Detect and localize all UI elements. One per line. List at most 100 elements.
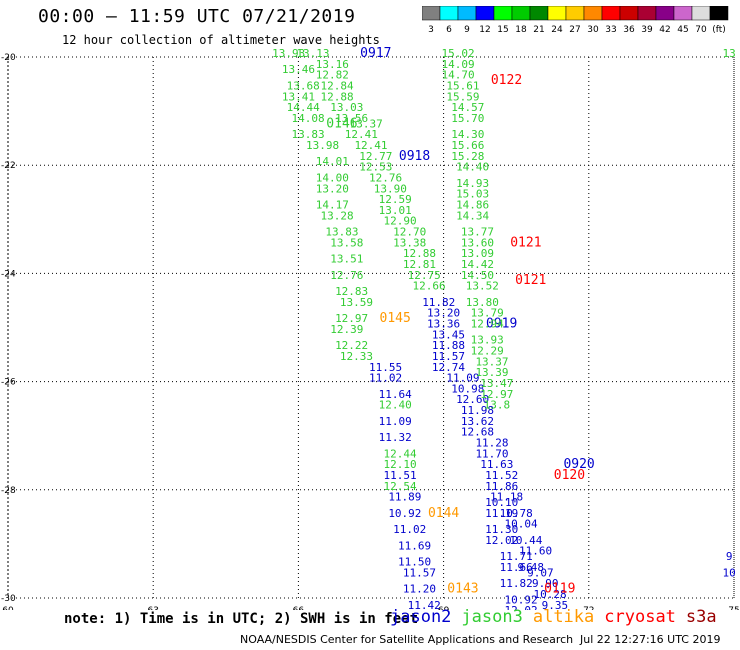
- swh-value: 12.29: [471, 345, 504, 358]
- pass-label: 0918: [399, 149, 430, 164]
- lat-tick-label: -22: [1, 161, 16, 171]
- swh-value: 11.64: [379, 388, 412, 401]
- legend-jason3: jason3: [461, 607, 523, 627]
- lon-tick-label: 69: [438, 606, 450, 610]
- swh-value: 14.34: [456, 209, 489, 222]
- swh-value: 13.47: [480, 377, 513, 390]
- swh-value: 13.20: [316, 182, 349, 195]
- pass-label: 0917: [360, 46, 391, 61]
- lon-tick-label: 66: [293, 606, 305, 610]
- swh-value: 13.8: [484, 399, 511, 412]
- swh-value: 12.44: [383, 447, 416, 460]
- swh-value: 13.93: [471, 334, 504, 347]
- pass-label: 0145: [380, 311, 411, 326]
- swh-value: 13.62: [461, 415, 494, 428]
- swh-value: 12.97: [480, 388, 513, 401]
- map-subtitle: 12 hour collection of altimeter wave hei…: [62, 33, 380, 47]
- swh-value: 12.83: [335, 285, 368, 298]
- swh-value: 11.71: [500, 550, 533, 563]
- pass-label: 0919: [486, 317, 517, 332]
- legend-altika: altika: [532, 607, 595, 627]
- swh-value: 12.68: [461, 426, 494, 439]
- swh-value: 14.40: [456, 161, 489, 174]
- scale-label: 42: [659, 25, 670, 35]
- swh-value: 12.41: [345, 128, 378, 141]
- scale-label: 45: [677, 25, 688, 35]
- swh-value: 12.33: [340, 350, 373, 363]
- swh-value: 12.76: [369, 171, 402, 184]
- lon-tick-label: 60: [2, 606, 14, 610]
- swh-value: 11.88: [432, 339, 465, 352]
- swh-value: 13.45: [432, 328, 465, 341]
- swh-value: 12.82: [316, 69, 349, 82]
- swh-value: 10.78: [500, 507, 533, 520]
- swh-value: 13.90: [374, 182, 407, 195]
- lon-tick-label: 75: [728, 606, 739, 610]
- swh-value: 9.35: [542, 599, 569, 610]
- swh-value: 14.00: [316, 171, 349, 184]
- swh-value: 13.58: [330, 236, 363, 249]
- swh-value: 12.88: [403, 247, 436, 260]
- pass-label: 0920: [563, 457, 594, 472]
- swh-value: 11.18: [490, 491, 523, 504]
- scale-label: 6: [446, 25, 452, 35]
- swh-value: 11.02: [393, 523, 426, 536]
- scale-label: 12: [479, 25, 490, 35]
- scale-label: 36: [623, 25, 635, 35]
- lat-tick-label: -20: [1, 53, 16, 63]
- swh-value: 13.51: [330, 253, 363, 266]
- swh-value: 11.89: [388, 491, 421, 504]
- swh-value: 11.09: [379, 415, 412, 428]
- swh-value: 12.02: [504, 604, 537, 610]
- swh-value: 12.59: [379, 193, 412, 206]
- swh-value: 14.50: [461, 269, 494, 282]
- pass-label: 0146: [326, 116, 357, 131]
- swh-value: 14.86: [456, 198, 489, 211]
- swh-value: 13.28: [321, 209, 354, 222]
- swh-value: 11.55: [369, 361, 402, 374]
- swh-value: 11.50: [398, 556, 431, 569]
- swh-value: 14.44: [287, 101, 320, 114]
- scale-label: 27: [569, 25, 580, 35]
- swh-value: 13.56: [335, 112, 368, 125]
- pass-label: 0121: [515, 273, 546, 288]
- scale-label: 24: [551, 25, 563, 35]
- color-scale-bar: 3 6 9 12 15 18 21 24 27 30 33 36 39 42 45 70 (ft): [422, 6, 729, 35]
- swh-value: 12.02: [485, 534, 518, 547]
- swh-value: 13.37: [350, 117, 383, 130]
- swh-value: 11.98: [461, 404, 494, 417]
- swh-value: 11.51: [383, 469, 416, 482]
- swh-value: 14.57: [451, 101, 484, 114]
- pass-label: 0144: [428, 506, 459, 521]
- swh-value: 11.82: [422, 296, 455, 309]
- lat-tick-label: -30: [1, 594, 16, 604]
- wave-height-map[interactable]: 606366697275-20-22-24-26-28-3013.9313.13…: [0, 0, 740, 610]
- scale-label: 15: [497, 25, 508, 35]
- swh-value: 12.90: [383, 215, 416, 228]
- swh-value: 15.61: [446, 79, 479, 92]
- swh-value: 14.08: [292, 112, 325, 125]
- scale-label: 33: [605, 25, 616, 35]
- map-title: 00:00 – 11:59 UTC 07/21/2019: [38, 6, 356, 27]
- swh-value: 14.42: [461, 258, 494, 271]
- swh-value: 9.48: [517, 561, 544, 574]
- swh-value: 13.38: [393, 236, 426, 249]
- swh-value: 11.66: [500, 561, 533, 574]
- swh-value: 12.70: [393, 226, 426, 239]
- scale-label: 3: [428, 25, 434, 35]
- swh-value: 10.44: [509, 534, 542, 547]
- pass-label: 0121: [510, 235, 541, 250]
- swh-value: 13.36: [427, 318, 460, 331]
- swh-value: 14.09: [442, 58, 475, 71]
- swh-value: 13.01: [379, 204, 412, 217]
- scale-label: (ft): [712, 25, 726, 35]
- swh-value: 12.94: [471, 318, 504, 331]
- swh-value: 13.68: [287, 79, 320, 92]
- timestamp: Jul 22 12:27:16 UTC 2019: [580, 633, 721, 646]
- swh-value: 15.70: [451, 112, 484, 125]
- swh-value: 13.60: [461, 236, 494, 249]
- swh-value: 9.90: [532, 577, 559, 590]
- swh-value: 11.32: [379, 431, 412, 444]
- swh-value: 10.10: [485, 496, 518, 509]
- lat-tick-label: -26: [1, 378, 16, 388]
